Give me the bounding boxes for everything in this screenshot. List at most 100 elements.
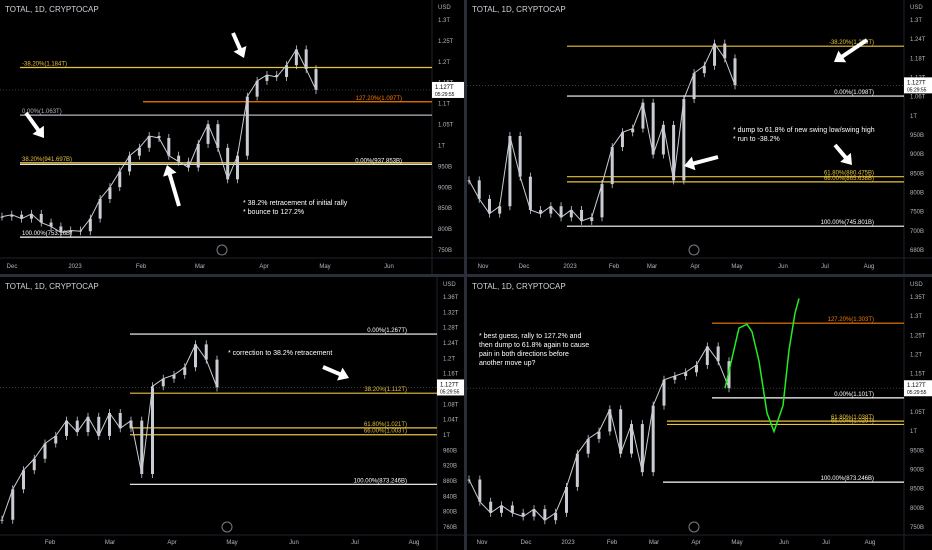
chart-4-svg: TOTAL, 1D, CRYPTOCAP USD 1.35T 1.3T 1.25T 1.2… — [467, 277, 932, 550]
chart-title: TOTAL, 1D, CRYPTOCAP — [472, 5, 566, 14]
candle-body — [54, 435, 58, 444]
candle-body — [478, 479, 482, 502]
candle-body — [692, 73, 696, 100]
y-tick-label: 800B — [910, 506, 924, 512]
x-tick-label: Dec — [519, 264, 530, 270]
annotation-text: another move up? — [479, 360, 536, 367]
candle-body — [167, 137, 171, 156]
y-tick-label: 900B — [910, 152, 924, 158]
price-tag — [904, 380, 932, 397]
candle-body — [255, 80, 259, 97]
candle-body — [10, 214, 14, 217]
candle-body — [662, 379, 666, 406]
candle-body — [554, 512, 558, 521]
fib-level-label: 0.00%(1.063T) — [22, 109, 62, 115]
price-tag-countdown: 05:29:55 — [907, 390, 927, 396]
price-line — [1, 343, 218, 520]
candle-body — [590, 217, 594, 222]
candle-body — [684, 372, 688, 377]
x-tick-label: Feb — [607, 540, 618, 546]
x-tick-label: Mar — [649, 540, 659, 546]
x-tick-label: Dec — [521, 540, 532, 546]
x-tick-label: Apr — [691, 540, 700, 546]
y-tick-label: 1.16T — [443, 372, 459, 378]
x-tick-label: May — [226, 540, 237, 546]
candle-body — [98, 198, 102, 219]
candle-body — [532, 509, 536, 517]
candle-body — [69, 230, 73, 233]
x-tick-label: Nov — [477, 540, 488, 546]
x-tick-label: Apr — [690, 264, 699, 270]
candle-body — [586, 438, 590, 454]
x-tick-label: Jun — [384, 264, 394, 270]
candle-body — [641, 102, 645, 129]
fib-level-label: 61.80%(880.475B) — [824, 171, 874, 177]
x-tick-label: Feb — [609, 264, 620, 270]
y-tick-label: 1.05T — [438, 123, 454, 129]
candle-body — [543, 509, 547, 521]
fib-level-label: 38.20%(1.112T) — [364, 387, 407, 393]
y-tick-label: 850B — [910, 171, 924, 177]
y-unit-label: USD — [443, 282, 456, 288]
candle-body — [314, 69, 318, 90]
candle-body — [140, 420, 144, 474]
x-tick-label: Jun — [289, 540, 299, 546]
price-line — [468, 42, 736, 222]
candle-body — [285, 65, 289, 77]
annotation-arrow — [689, 155, 719, 167]
candle-body — [600, 184, 604, 218]
y-tick-label: 1.05T — [910, 410, 926, 416]
price-tag-countdown: 05:29:55 — [907, 87, 927, 93]
candle-body — [610, 147, 614, 185]
y-tick-label: 800B — [438, 227, 452, 233]
chart-panel-3[interactable]: TOTAL, 1D, CRYPTOCAP USD 1.36T 1.32T 1.28T 1.… — [0, 277, 464, 550]
annotation-text: then dump to 61.8% again to cause — [479, 342, 589, 349]
y-tick-label: 1.3T — [438, 18, 450, 24]
y-tick-label: 1.18T — [910, 56, 926, 62]
candle-body — [565, 486, 568, 513]
x-tick-label: 2023 — [68, 264, 82, 270]
y-tick-label: 1.25T — [438, 39, 454, 45]
price-tag — [437, 379, 464, 396]
candle-body — [226, 147, 230, 180]
x-tick-label: Aug — [409, 540, 420, 546]
x-tick-label: 2023 — [561, 540, 575, 546]
y-unit-label: USD — [910, 282, 923, 288]
y-tick-label: 1.24T — [910, 37, 926, 43]
annotation-arrow — [837, 38, 869, 61]
y-tick-label: 900B — [910, 468, 924, 474]
chart-title: TOTAL, 1D, CRYPTOCAP — [472, 282, 566, 291]
y-tick-label: 1.3T — [910, 18, 922, 24]
y-tick-label: 960B — [443, 448, 457, 454]
candle-body — [518, 136, 522, 177]
candle-body — [128, 155, 132, 172]
candle-body — [651, 405, 655, 473]
chart-panel-1[interactable]: TOTAL, 1D, CRYPTOCAPUSD1.3T1.25T1.2T1.15… — [0, 0, 464, 274]
candle-body — [245, 96, 249, 156]
candle-body — [477, 180, 481, 199]
y-tick-label: 1.36T — [443, 295, 459, 301]
candle-body — [723, 43, 727, 59]
y-tick-label: 700B — [910, 229, 924, 235]
y-tick-label: 750B — [910, 210, 924, 216]
y-tick-label: 1T — [910, 114, 917, 120]
y-tick-label: 1.1T — [438, 102, 450, 108]
candle-body — [39, 213, 43, 223]
candle-body — [702, 65, 706, 74]
annotation-arrowhead — [834, 50, 847, 63]
candle-body — [651, 102, 655, 155]
candle-body — [716, 346, 720, 362]
fib-level-label: 100.00%(753.16B) — [22, 231, 72, 237]
candle-body — [580, 209, 584, 222]
x-tick-label: May — [731, 540, 742, 546]
candle-body — [11, 489, 15, 520]
candle-body — [194, 344, 197, 368]
annotation-arrowhead — [233, 46, 247, 58]
candle-body — [521, 512, 525, 517]
x-tick-label: Jun — [779, 540, 789, 546]
candle-body — [137, 147, 141, 156]
chart-panel-2[interactable]: TOTAL, 1D, CRYPTOCAP USD 1.3T 1.24T 1.18T 1.1… — [467, 0, 932, 274]
chart-3-svg: TOTAL, 1D, CRYPTOCAP USD 1.36T 1.32T 1.28T 1.… — [0, 277, 464, 550]
y-tick-label: 1.2T — [438, 60, 450, 66]
chart-panel-4[interactable]: TOTAL, 1D, CRYPTOCAP USD 1.35T 1.3T 1.25T 1.2… — [467, 277, 932, 550]
